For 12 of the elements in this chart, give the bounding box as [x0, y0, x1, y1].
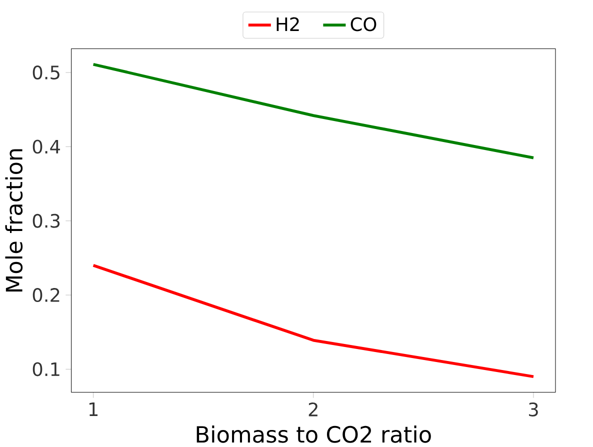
- legend-label: CO: [350, 17, 376, 32]
- y-axis-title: Mole fraction: [5, 149, 23, 292]
- legend-label: H2: [276, 17, 299, 32]
- y-tick-label: 0.4: [32, 140, 60, 154]
- x-tick-label: 3: [529, 402, 538, 417]
- x-tick-label: 2: [308, 402, 318, 416]
- y-tick-label: 0.3: [32, 214, 60, 228]
- x-tick-label: 1: [89, 402, 98, 416]
- y-tick-label: 0.5: [32, 66, 60, 80]
- x-axis-title: Biomass to CO2 ratio: [196, 426, 431, 444]
- y-tick-label: 0.1: [32, 362, 60, 376]
- y-tick-label: 0.2: [32, 288, 60, 302]
